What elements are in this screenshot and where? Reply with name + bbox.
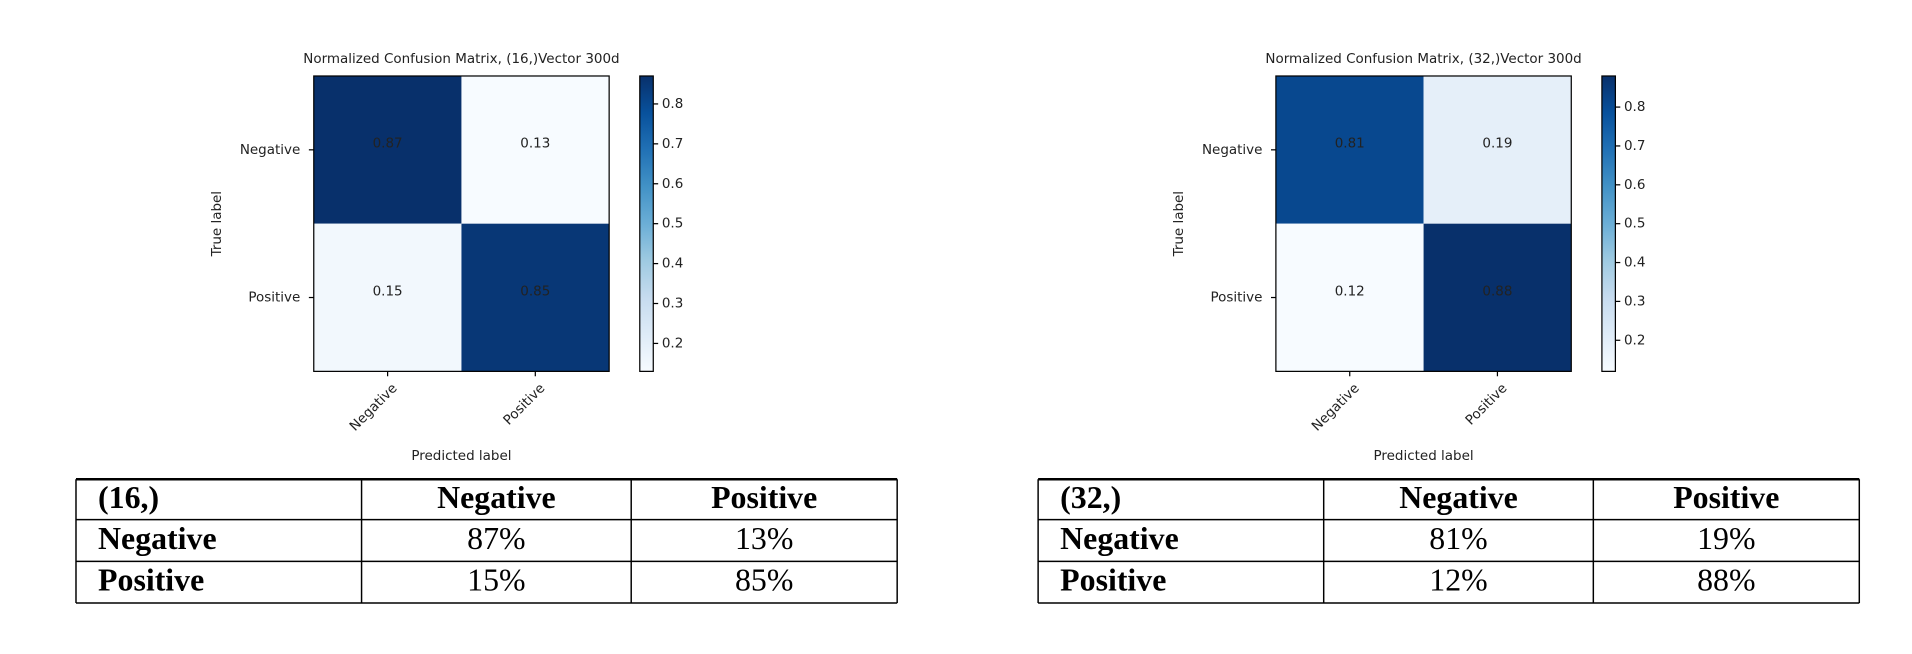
colorbar-tick-label: 0.3	[1624, 293, 1645, 309]
heatmap-cell	[461, 223, 610, 372]
colorbar-tick-label: 0.8	[662, 96, 683, 112]
y-tick-label: Positive	[248, 290, 300, 306]
table-cell: (16,)	[98, 480, 159, 515]
table-cell: Positive	[711, 480, 817, 515]
table-cell: 19%	[1697, 521, 1755, 556]
cell-label: 0.13	[520, 136, 550, 152]
colorbar	[1601, 75, 1617, 372]
x-tick-label: Positive	[1462, 380, 1510, 428]
table-cell: 12%	[1429, 563, 1487, 598]
cell-label: 0.81	[1335, 136, 1365, 152]
table-cell: Negative	[1399, 480, 1518, 515]
table-cell: 13%	[735, 521, 793, 556]
cell-label: 0.15	[373, 283, 403, 299]
colorbar-tick-label: 0.3	[662, 296, 683, 312]
heatmap-cell	[1423, 223, 1572, 372]
table-cell: Negative	[1060, 521, 1179, 556]
x-tick-label: Positive	[500, 380, 548, 428]
table-cell: Positive	[1060, 563, 1166, 598]
table-cell: 88%	[1697, 563, 1755, 598]
table-cell: Negative	[437, 480, 556, 515]
table-cell: 85%	[735, 563, 793, 598]
colorbar-tick-label: 0.6	[1624, 177, 1645, 193]
heatmap-cell	[1423, 75, 1572, 224]
cell-label: 0.12	[1335, 283, 1365, 299]
colorbar-tick-label: 0.8	[1624, 99, 1645, 115]
x-tick-label: Negative	[347, 380, 401, 434]
colorbar-tick-label: 0.4	[662, 256, 683, 272]
chart-title: Normalized Confusion Matrix, (16,)Vector…	[303, 51, 619, 67]
heatmap-cell	[313, 223, 462, 372]
colorbar-tick-label: 0.2	[1624, 332, 1645, 348]
table-cell: 87%	[467, 521, 525, 556]
axes-frame	[313, 75, 610, 372]
colorbar-tick-label: 0.4	[1624, 255, 1645, 271]
cell-label: 0.19	[1482, 136, 1512, 152]
table-cell: (32,)	[1060, 480, 1121, 515]
y-tick-label: Negative	[240, 142, 300, 158]
heatmap-cell	[461, 75, 610, 224]
colorbar-tick-label: 0.5	[1624, 216, 1645, 232]
x-tick-label: Negative	[1309, 380, 1363, 434]
table-cell: Positive	[98, 563, 204, 598]
x-axis-label: Predicted label	[411, 448, 511, 464]
colorbar-tick-label: 0.7	[1624, 138, 1645, 154]
cell-label: 0.87	[373, 136, 403, 152]
table-cell: Negative	[98, 521, 217, 556]
heatmap-cell	[313, 75, 462, 224]
axes-frame	[1275, 75, 1572, 372]
colorbar-tick-label: 0.6	[662, 176, 683, 192]
y-axis-label: True label	[1171, 191, 1187, 257]
colorbar-tick-label: 0.5	[662, 216, 683, 232]
colorbar	[639, 75, 654, 372]
cell-label: 0.88	[1482, 283, 1512, 299]
chart-title: Normalized Confusion Matrix, (32,)Vector…	[1265, 51, 1581, 67]
y-tick-label: Positive	[1210, 290, 1262, 306]
heatmap-cell	[1275, 223, 1424, 372]
cell-label: 0.85	[520, 283, 550, 299]
table-cell: 15%	[467, 563, 525, 598]
y-tick-label: Negative	[1202, 142, 1262, 158]
colorbar-tick-label: 0.2	[662, 335, 683, 351]
heatmap-cell	[1275, 75, 1424, 224]
x-axis-label: Predicted label	[1374, 448, 1474, 464]
table-cell: 81%	[1429, 521, 1487, 556]
table-cell: Positive	[1673, 480, 1779, 515]
colorbar-tick-label: 0.7	[662, 136, 683, 152]
y-axis-label: True label	[209, 191, 225, 257]
